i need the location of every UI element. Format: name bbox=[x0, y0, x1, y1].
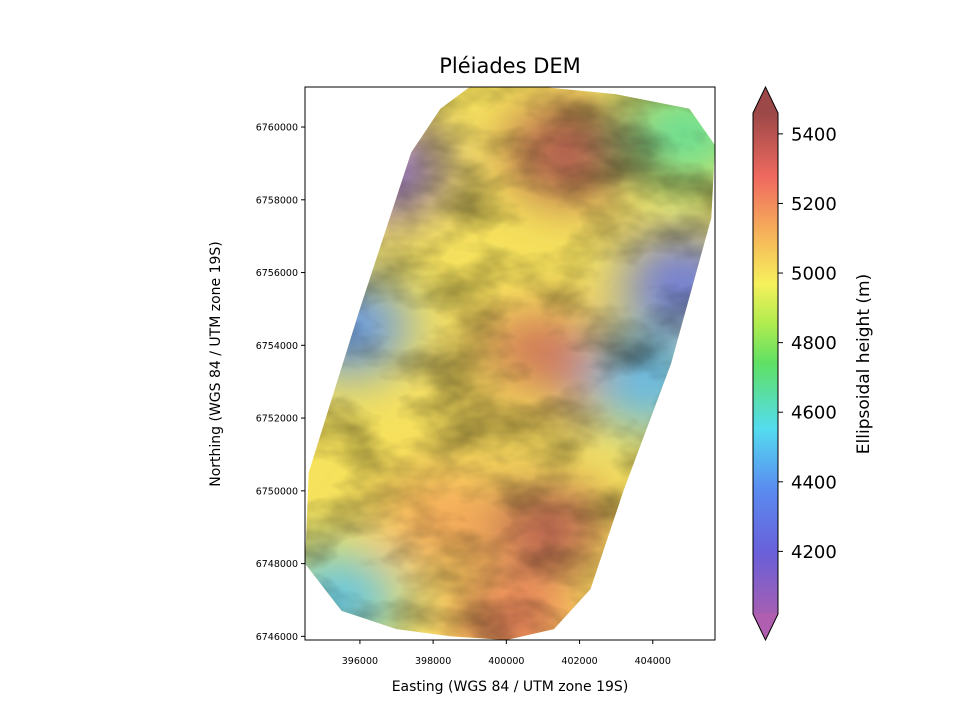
colorbar-tick-label: 4600 bbox=[791, 403, 837, 424]
colorbar-outline bbox=[752, 85, 779, 642]
colorbar-tick-label: 4200 bbox=[791, 542, 837, 563]
colorbar-tick-label: 4800 bbox=[791, 333, 837, 354]
x-tick-label: 396000 bbox=[342, 656, 378, 667]
colorbar-gradient bbox=[753, 113, 778, 614]
colorbar-tick-label: 5400 bbox=[791, 124, 837, 145]
colorbar: 4200 4400 4600 4800 5000 5200 5400 Ellipsoidal… bbox=[752, 85, 874, 642]
y-tick-label: 6752000 bbox=[256, 414, 298, 425]
y-tick-label: 6756000 bbox=[256, 268, 298, 279]
hillshade-texture bbox=[305, 87, 715, 640]
chart-title: Pléiades DEM bbox=[439, 54, 581, 78]
colorbar-extend-top bbox=[753, 87, 778, 113]
x-tick-label: 404000 bbox=[635, 656, 671, 667]
y-tick-label: 6754000 bbox=[256, 341, 298, 352]
y-tick-label: 6760000 bbox=[256, 123, 298, 134]
plot-frame bbox=[304, 86, 716, 641]
colorbar-tick-label: 5200 bbox=[791, 194, 837, 215]
y-tick-label: 6750000 bbox=[256, 486, 298, 497]
colorbar-label: Ellipsoidal height (m) bbox=[854, 274, 874, 454]
x-axis-label: Easting (WGS 84 / UTM zone 19S) bbox=[392, 679, 629, 695]
y-tick-label: 6748000 bbox=[256, 559, 298, 570]
x-axis: 396000 398000 400000 402000 404000 bbox=[342, 640, 671, 667]
y-axis-label: Northing (WGS 84 / UTM zone 19S) bbox=[208, 241, 224, 487]
x-tick-label: 400000 bbox=[488, 656, 524, 667]
y-tick-label: 6758000 bbox=[256, 195, 298, 206]
colorbar-tick-label: 4400 bbox=[791, 472, 837, 493]
x-tick-label: 398000 bbox=[415, 656, 451, 667]
colorbar-tick-label: 5000 bbox=[791, 264, 837, 285]
x-tick-label: 402000 bbox=[561, 656, 597, 667]
y-tick-label: 6746000 bbox=[256, 632, 298, 643]
dem-image bbox=[305, 87, 715, 640]
colorbar-extend-bottom bbox=[753, 614, 778, 640]
y-axis: 6746000 6748000 6750000 6752000 6754000 67560… bbox=[256, 123, 305, 643]
